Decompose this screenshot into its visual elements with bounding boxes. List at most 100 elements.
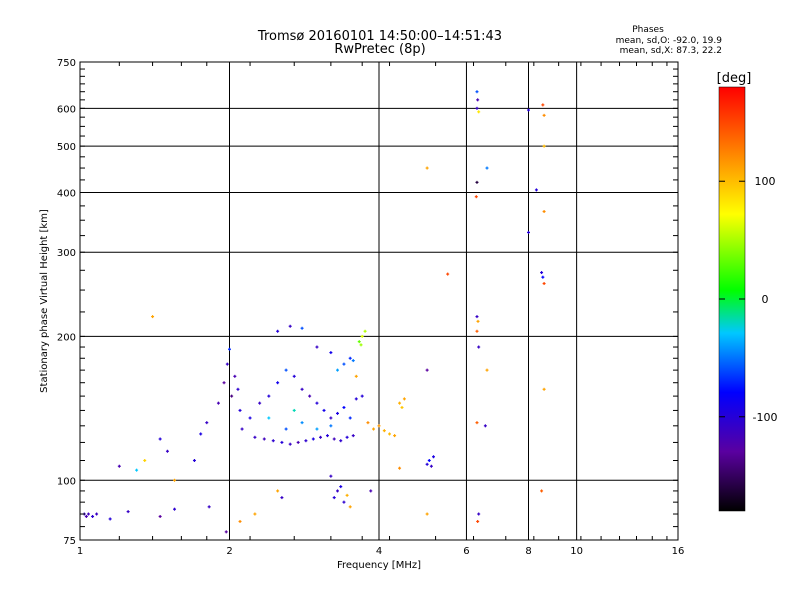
- data-point: [354, 397, 358, 401]
- colorbar-tick-label: 0: [762, 293, 769, 306]
- data-point: [475, 315, 479, 319]
- data-point: [485, 166, 489, 170]
- colorbar-label: [deg]: [717, 71, 752, 86]
- data-point: [527, 108, 530, 112]
- x-tick-label: 16: [672, 546, 685, 557]
- data-point: [360, 394, 364, 398]
- x-tick-label: 6: [463, 546, 469, 557]
- data-point: [253, 435, 257, 439]
- data-point: [342, 362, 346, 366]
- data-point: [173, 507, 177, 511]
- colorbar-ticks: 100 0 -100: [719, 175, 777, 424]
- data-point: [540, 271, 544, 275]
- x-tick-label: 4: [376, 546, 382, 557]
- data-point: [542, 282, 546, 286]
- data-point: [322, 408, 326, 412]
- data-point: [475, 180, 479, 184]
- data-point: [540, 489, 544, 493]
- data-point: [360, 334, 364, 338]
- chart-subtitle: RwPretec (8p): [334, 42, 425, 57]
- data-point: [477, 512, 481, 516]
- data-point: [325, 434, 329, 438]
- data-point: [332, 437, 336, 441]
- colorbar-tick-label: 100: [755, 175, 776, 188]
- y-tick-label: 600: [57, 104, 76, 115]
- data-point: [224, 530, 228, 534]
- data-point: [253, 512, 257, 516]
- data-point: [485, 368, 489, 372]
- data-point: [117, 464, 121, 468]
- data-point: [329, 424, 333, 428]
- data-point: [329, 351, 333, 355]
- data-point: [366, 421, 370, 425]
- data-point: [300, 421, 304, 425]
- data-point: [91, 514, 95, 518]
- data-point: [296, 440, 300, 444]
- data-point: [311, 437, 315, 441]
- data-point: [542, 144, 546, 148]
- data-point: [165, 449, 169, 453]
- data-point: [300, 326, 304, 330]
- data-point: [192, 458, 196, 462]
- y-tick-label: 100: [57, 476, 76, 487]
- data-point: [319, 435, 323, 439]
- data-point: [542, 113, 546, 117]
- data-point: [280, 440, 284, 444]
- data-point: [425, 166, 429, 170]
- data-point: [432, 455, 436, 459]
- data-point: [238, 408, 242, 412]
- data-point: [348, 356, 352, 360]
- data-point: [345, 493, 349, 497]
- data-point: [276, 381, 280, 385]
- x-axis-label: Frequency [MHz]: [337, 560, 421, 571]
- data-point: [425, 462, 429, 466]
- x-tick-label: 2: [226, 546, 232, 557]
- data-point: [158, 514, 162, 518]
- data-point: [288, 324, 292, 328]
- data-point: [382, 429, 386, 433]
- data-point: [339, 485, 343, 489]
- data-point: [304, 439, 308, 443]
- data-point: [292, 374, 296, 378]
- data-point: [342, 500, 346, 504]
- data-point: [542, 210, 546, 214]
- data-point: [377, 424, 381, 428]
- data-point: [308, 394, 312, 398]
- data-point: [108, 517, 112, 521]
- x-tick-label: 10: [570, 546, 583, 557]
- plot-frame: [79, 61, 679, 541]
- data-point: [267, 394, 271, 398]
- y-tick-label: 500: [57, 142, 76, 153]
- data-point: [332, 496, 336, 500]
- data-point: [151, 315, 155, 319]
- y-tick-label: 750: [57, 58, 76, 69]
- data-point: [276, 489, 280, 493]
- data-point: [205, 421, 209, 425]
- data-point: [230, 394, 234, 398]
- phases-x-stats: mean, sd,X: 87.3, 22.2: [620, 46, 722, 56]
- data-point: [95, 512, 99, 516]
- data-point: [483, 424, 487, 428]
- data-point: [425, 368, 429, 372]
- data-point: [351, 359, 355, 363]
- y-tick-label: 75: [63, 536, 76, 547]
- data-point: [300, 387, 304, 391]
- data-point: [267, 416, 271, 420]
- x-tick-label: 8: [525, 546, 531, 557]
- data-point: [363, 329, 367, 333]
- data-point: [369, 489, 373, 493]
- data-point: [398, 401, 402, 405]
- phases-o-stats: mean, sd,O: -92.0, 19.9: [616, 36, 723, 46]
- data-point: [228, 347, 231, 351]
- data-point: [354, 374, 358, 378]
- data-point: [143, 458, 147, 462]
- data-point: [527, 230, 530, 234]
- data-point: [398, 466, 402, 470]
- y-tick-label: 300: [57, 248, 76, 259]
- data-point: [288, 442, 292, 446]
- data-point: [336, 411, 340, 415]
- data-point: [222, 381, 226, 385]
- data-point: [425, 512, 429, 516]
- data-point: [476, 319, 480, 323]
